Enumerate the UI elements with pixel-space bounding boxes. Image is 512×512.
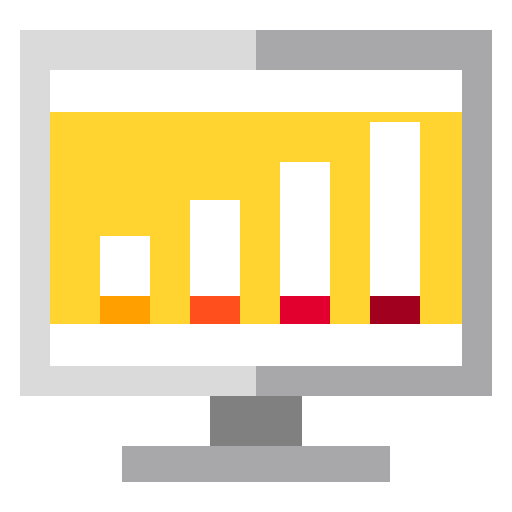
bar-4-base [370, 296, 420, 324]
bar-2-body [190, 200, 240, 296]
bar-3-body [280, 162, 330, 296]
bar-1-body [100, 236, 150, 296]
bar-4-body [370, 122, 420, 296]
monitor-stand-neck [210, 396, 302, 446]
bar-3-base [280, 296, 330, 324]
bar-1-base [100, 296, 150, 324]
monitor-bar-chart-icon [0, 0, 512, 512]
bar-2-base [190, 296, 240, 324]
monitor-stand-base [122, 446, 390, 482]
